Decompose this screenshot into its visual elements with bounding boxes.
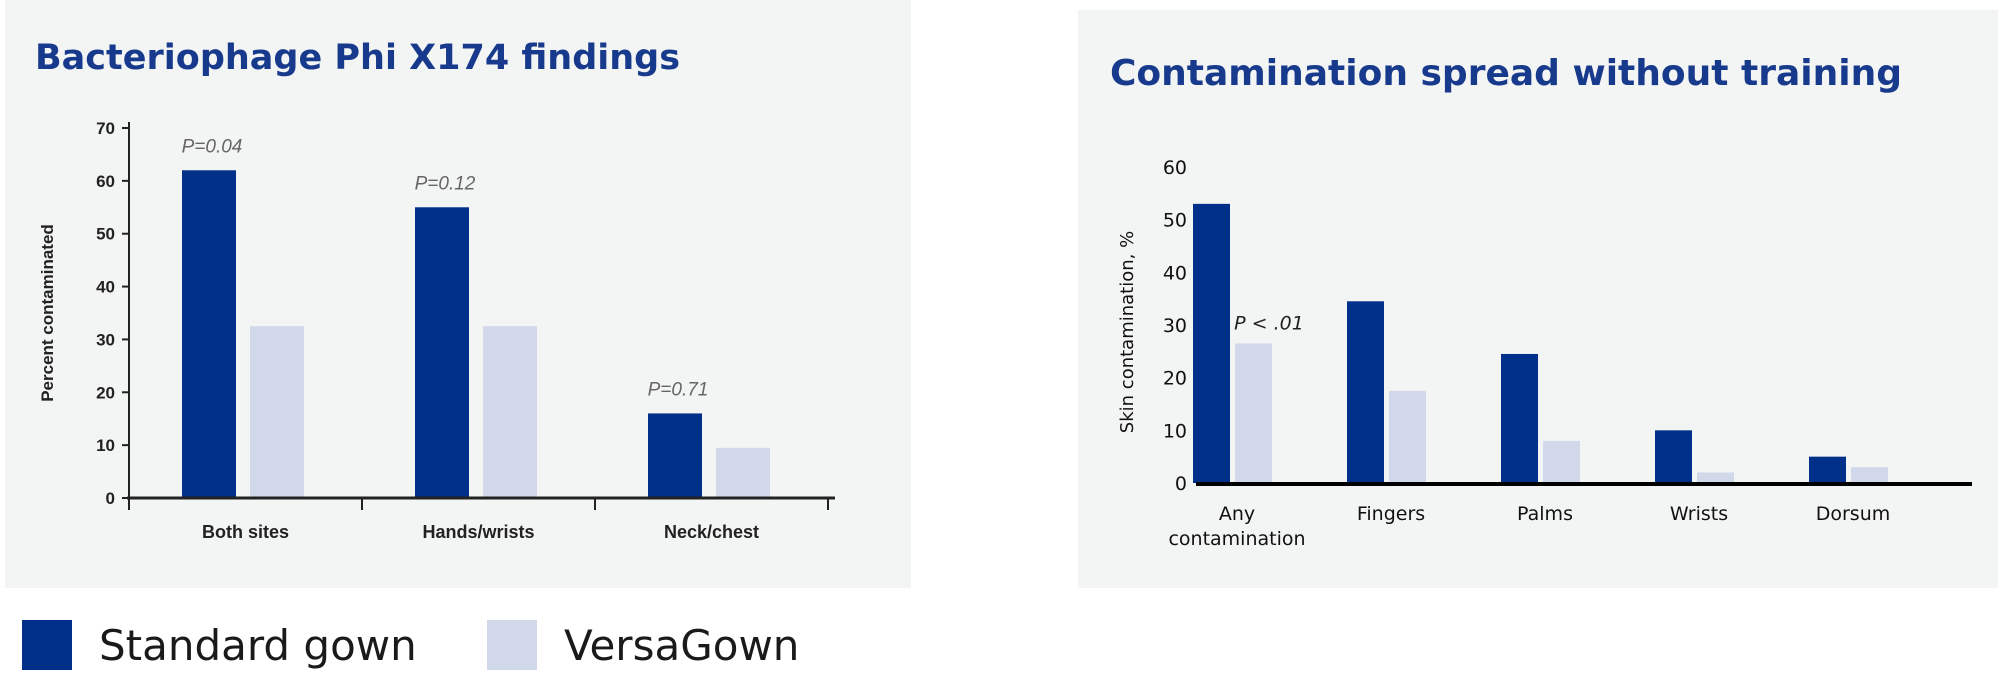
legend-swatch-versa: [487, 620, 537, 670]
y-tick-label: 50: [96, 225, 115, 244]
x-tick-label-line: contamination: [1168, 528, 1305, 550]
y-tick-label: 20: [96, 383, 115, 402]
bar-versagown: [250, 326, 304, 498]
y-tick-label: 20: [1163, 368, 1187, 390]
bar-standard-gown: [648, 413, 702, 498]
chart-panel-contamination-spread: Contamination spread without training 0 1…: [1078, 10, 1998, 588]
p-value-annotation: P < .01: [1234, 312, 1304, 334]
y-axis-title: Skin contamination, %: [1117, 231, 1138, 433]
chart-title: Bacteriophage Phi X174 findings: [35, 38, 681, 78]
p-value-annotation: P=0.12: [415, 173, 476, 194]
x-tick-label-line: Palms: [1517, 503, 1573, 525]
legend-item-standard-gown: Standard gown: [22, 620, 417, 670]
y-tick-label: 10: [1163, 420, 1187, 442]
x-tick-label: Wrists: [1670, 503, 1728, 525]
x-tick-label: Both sites: [202, 522, 289, 542]
x-tick-label: Hands/wrists: [422, 522, 534, 542]
bar-versagown: [1697, 472, 1734, 483]
bar-standard-gown: [1193, 203, 1230, 483]
x-tick-label: Neck/chest: [664, 522, 759, 542]
y-tick-label: 60: [96, 172, 115, 191]
y-tick-label: 0: [106, 489, 115, 508]
bar-standard-gown: [1501, 353, 1538, 483]
legend-label: Standard gown: [99, 620, 417, 670]
chart-panel-phi-x174: Bacteriophage Phi X174 findings 0 10 20 30 4…: [5, 0, 911, 588]
y-tick-label: 50: [1163, 210, 1187, 232]
bar-versagown: [1235, 343, 1272, 483]
bar-versagown: [1543, 440, 1580, 483]
bar-versagown: [1389, 390, 1426, 483]
bar-versagown: [1851, 467, 1888, 483]
x-tick-label-line: Fingers: [1357, 503, 1425, 525]
bar-versagown: [483, 326, 537, 498]
y-tick-label: 0: [1175, 473, 1187, 495]
legend-item-versagown: VersaGown: [487, 620, 799, 670]
x-tick-label-line: Wrists: [1670, 503, 1728, 525]
y-tick-label: 40: [1163, 262, 1187, 284]
bar-standard-gown: [1347, 301, 1384, 483]
p-value-annotation: P=0.04: [182, 136, 243, 157]
bar-standard-gown: [182, 170, 236, 499]
y-axis-title: Percent contaminated: [38, 224, 57, 402]
chart-phi-x174: 0 10 20 30 40 50 60 70 Percent contaminated Both …: [38, 119, 835, 542]
x-tick-label: Dorsum: [1816, 503, 1891, 525]
bar-versagown: [716, 447, 770, 498]
p-value-annotation: P=0.71: [648, 379, 709, 400]
legend-swatch-standard: [22, 620, 72, 670]
y-tick-label: 30: [1163, 315, 1187, 337]
x-tick-label: Palms: [1517, 503, 1573, 525]
chart-contamination-spread: 0 10 20 30 40 50 60 Skin contamination, % Any con…: [1117, 157, 1972, 550]
bar-standard-gown: [1809, 456, 1846, 483]
chart-title: Contamination spread without training: [1110, 53, 1902, 94]
x-tick-label: Any contamination: [1168, 503, 1305, 550]
y-tick-label: 70: [96, 119, 115, 138]
bar-standard-gown: [1655, 430, 1692, 483]
y-tick-label: 10: [96, 436, 115, 455]
x-tick-label-line: Any: [1219, 503, 1255, 525]
legend-label: VersaGown: [564, 620, 800, 670]
bar-standard-gown: [415, 207, 469, 499]
y-tick-label: 60: [1163, 157, 1187, 179]
y-tick-label: 30: [96, 330, 115, 349]
x-tick-label: Fingers: [1357, 503, 1425, 525]
x-tick-label-line: Dorsum: [1816, 503, 1891, 525]
y-tick-label: 40: [96, 278, 115, 297]
